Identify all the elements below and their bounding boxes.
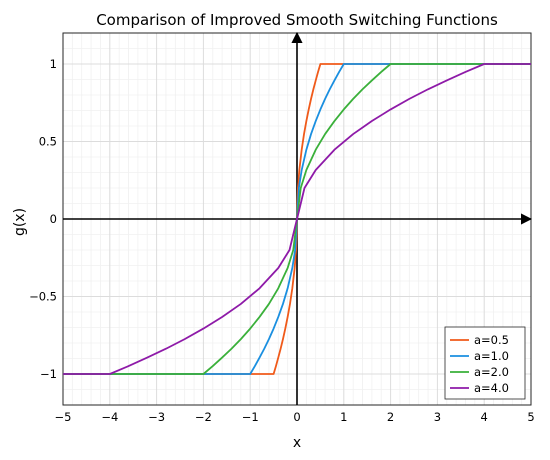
- x-tick-label: 5: [527, 410, 534, 424]
- x-tick-label: 1: [340, 410, 347, 424]
- y-axis-label: g(x): [12, 208, 28, 236]
- chart-title: Comparison of Improved Smooth Switching …: [96, 11, 498, 29]
- x-tick-label: −1: [242, 410, 259, 424]
- legend-label: a=0.5: [474, 333, 509, 347]
- x-tick-label: −5: [55, 410, 72, 424]
- x-tick-label: −2: [195, 410, 212, 424]
- legend: a=0.5 a=1.0 a=2.0 a=4.0: [444, 326, 526, 400]
- y-tick-label: −1: [40, 367, 57, 381]
- x-tick-label: 0: [293, 410, 300, 424]
- x-tick-label: 2: [387, 410, 394, 424]
- x-tick-label: 3: [434, 410, 441, 424]
- y-tick-labels: −1 −0.5 0 0.5 1: [29, 57, 57, 381]
- y-tick-label: 1: [50, 57, 57, 71]
- x-tick-label: −3: [148, 410, 165, 424]
- y-tick-label: −0.5: [29, 290, 57, 304]
- series-line: [63, 63, 531, 375]
- series-lines: [63, 63, 531, 375]
- y-tick-label: 0.5: [39, 135, 57, 149]
- x-axis-label: x: [293, 435, 301, 451]
- legend-label: a=2.0: [474, 365, 509, 379]
- x-tick-label: −4: [101, 410, 118, 424]
- legend-box: [444, 326, 526, 400]
- legend-label: a=1.0: [474, 349, 509, 363]
- x-tick-label: 4: [481, 410, 488, 424]
- y-tick-label: 0: [50, 212, 57, 226]
- x-tick-labels: −5 −4 −3 −2 −1 0 1 2 3 4 5: [55, 410, 535, 424]
- legend-label: a=4.0: [474, 381, 509, 395]
